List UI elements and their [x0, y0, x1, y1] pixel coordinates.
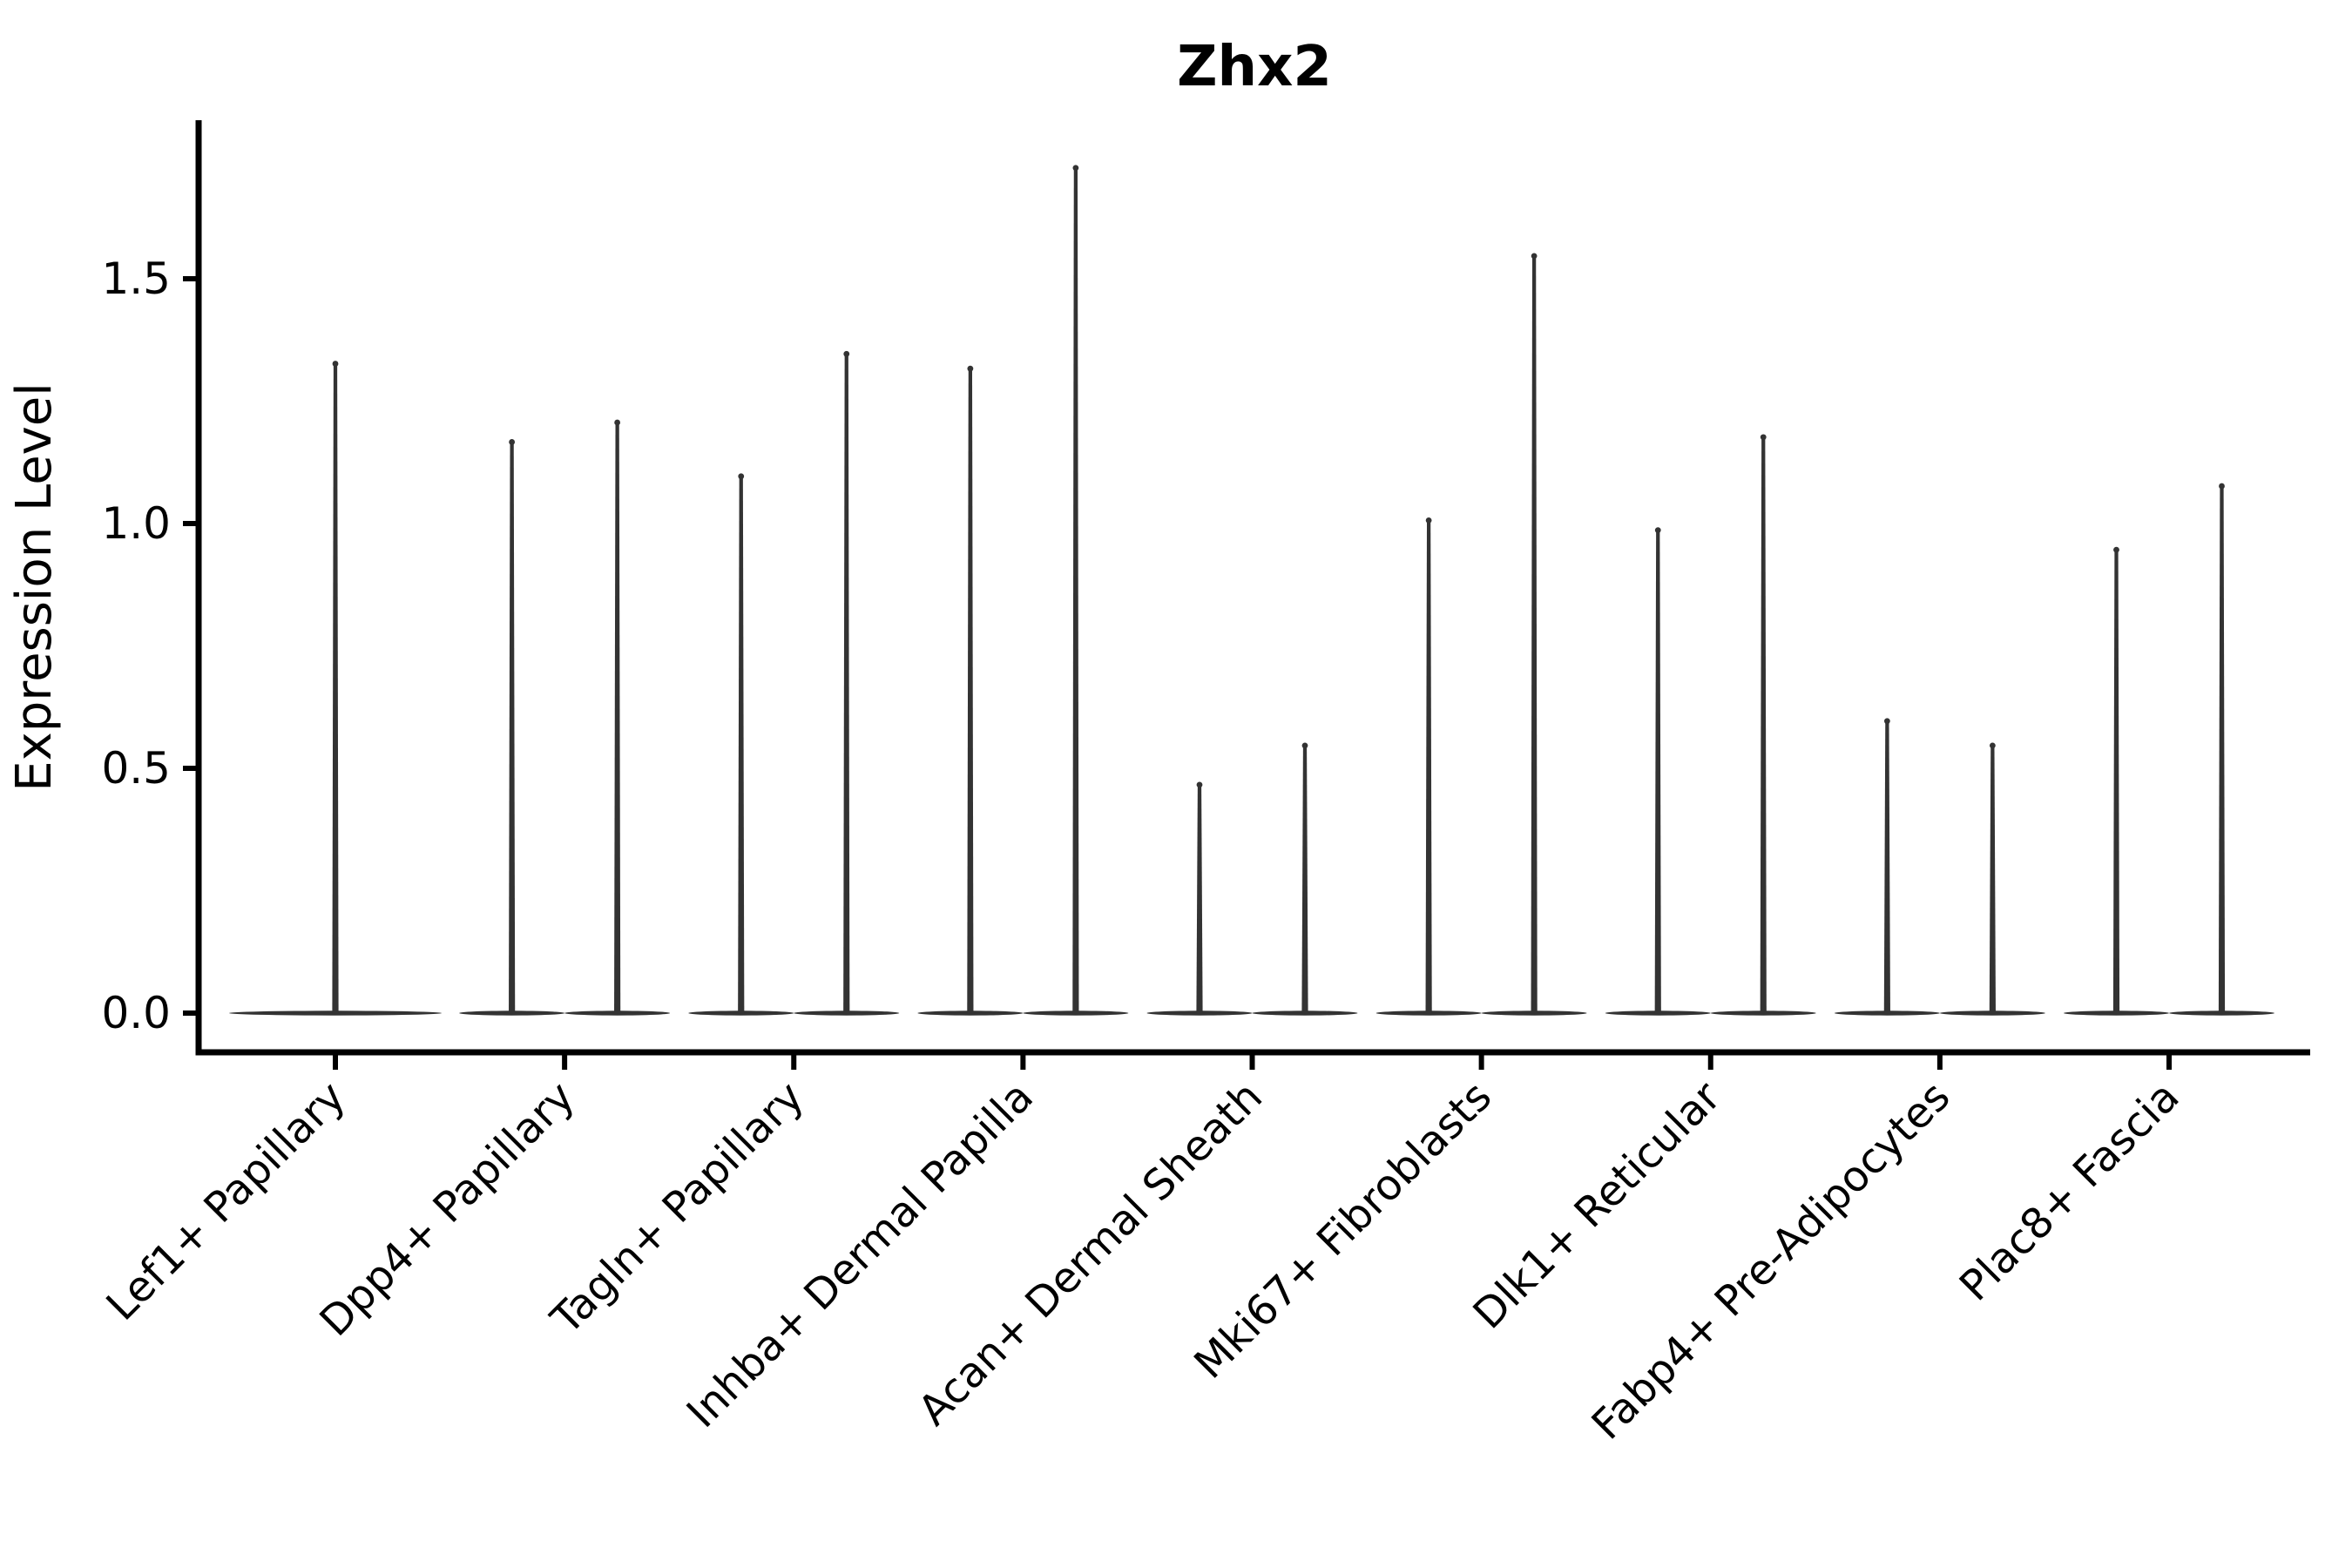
violin-spike — [843, 352, 850, 1013]
violin-group — [2064, 483, 2274, 1016]
violin-spike — [1531, 253, 1538, 1013]
violin-spike — [332, 362, 339, 1013]
y-axis-label: Expression Level — [6, 382, 63, 792]
violin-tip — [614, 419, 621, 426]
violin-tip — [332, 361, 339, 367]
violin-tip — [738, 473, 745, 480]
violin-spike — [614, 420, 621, 1014]
violin-spike — [1301, 743, 1308, 1013]
violin-tip — [1072, 165, 1079, 172]
violin-spike — [2112, 548, 2120, 1013]
violin-spike — [1760, 435, 1767, 1014]
violin-tip — [509, 439, 516, 445]
violin-tip — [2113, 546, 2119, 553]
y-tick-label: 1.0 — [101, 498, 171, 549]
violin-tip — [1989, 742, 1996, 749]
x-tick-label: Dlk1+ Reticular — [1464, 1072, 1731, 1339]
violin-tip — [1883, 718, 1890, 725]
x-tick-label: Plac8+ Fascia — [1950, 1072, 2189, 1311]
violins — [229, 165, 2274, 1016]
violin-tip — [967, 365, 974, 372]
violin-spike — [1196, 782, 1203, 1013]
y-tick-label: 0.5 — [101, 743, 171, 794]
violin-group — [1375, 253, 1587, 1016]
violin-spike — [1072, 166, 1079, 1014]
violin-group — [917, 165, 1129, 1016]
violin-tip — [1760, 434, 1767, 441]
violin-spike — [1989, 743, 1996, 1013]
violin-spike — [1654, 528, 1661, 1013]
violin-spike — [967, 367, 974, 1013]
violin-spike — [738, 474, 745, 1013]
x-tick-label: Tagln+ Papillary — [541, 1072, 813, 1344]
violin-tip — [1196, 781, 1203, 788]
violin-spike — [1883, 719, 1890, 1013]
violin-group — [1605, 434, 1816, 1016]
violin-spike — [2218, 484, 2226, 1013]
violin-tip — [2219, 483, 2225, 490]
x-tick-label: Lef1+ Papillary — [98, 1072, 355, 1330]
x-tick-label: Dpp4+ Papillary — [311, 1072, 585, 1346]
y-tick-label: 0.0 — [101, 988, 171, 1038]
violin-tip — [843, 350, 850, 357]
violin-tip — [1531, 253, 1538, 260]
violin-group — [688, 350, 900, 1016]
violin-tip — [1654, 527, 1661, 534]
chart-title: Zhx2 — [1177, 35, 1332, 99]
y-tick-label: 1.5 — [101, 253, 171, 304]
violin-tip — [1425, 517, 1432, 524]
violin-group — [459, 419, 671, 1016]
violin-group — [1834, 718, 2045, 1016]
violin-tip — [1301, 742, 1308, 749]
violin-group — [1146, 742, 1358, 1016]
violin-spike — [509, 440, 516, 1014]
violin-spike — [1425, 518, 1432, 1013]
violin-group — [229, 361, 442, 1016]
